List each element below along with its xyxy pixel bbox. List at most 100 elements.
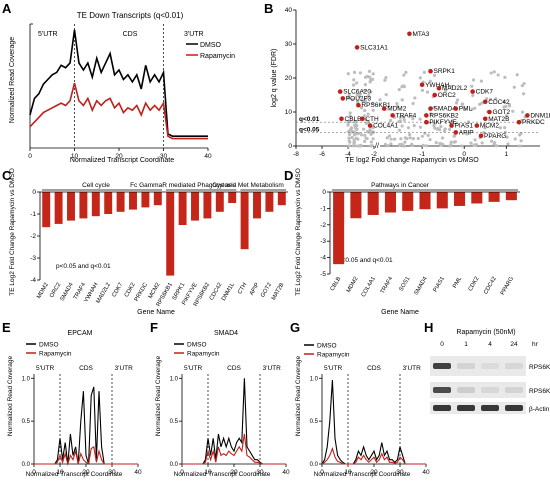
background-point xyxy=(355,81,359,85)
background-point xyxy=(362,127,366,131)
highlight-point xyxy=(428,68,433,74)
background-point xyxy=(411,101,415,106)
background-point xyxy=(473,138,477,142)
background-point xyxy=(367,69,372,73)
background-point xyxy=(511,109,515,113)
panel-g-ylabel: Normalized Read Coverage xyxy=(295,356,302,437)
x-tick-label: 40 xyxy=(422,469,430,476)
background-point xyxy=(496,73,500,77)
y-tick-label: -3 xyxy=(320,238,326,245)
background-point xyxy=(428,137,432,142)
background-point xyxy=(348,111,352,115)
bar xyxy=(350,192,362,219)
gene-label: ORC2 xyxy=(438,92,456,99)
panel-f-plot: 0 10 20 30 40 0.0 0.5 1.0 5'UTR CDS 3'UTR DMSO Rapam… xyxy=(170,342,290,477)
background-point xyxy=(426,133,430,137)
highlight-point xyxy=(340,96,346,101)
bar xyxy=(471,192,483,204)
background-point xyxy=(355,131,360,136)
blot-row-label: RPS6KB2 xyxy=(529,388,550,395)
background-point xyxy=(438,128,442,132)
highlight-point xyxy=(436,85,442,91)
background-point xyxy=(348,114,352,118)
background-point xyxy=(443,88,448,93)
legend-rapamycin: Rapamycin xyxy=(317,352,350,359)
y-tick-label: 0 xyxy=(322,189,326,196)
panel-c-ylabel: TE Log2 Fold Change Rapamycin vs DMSO xyxy=(9,168,16,296)
highlight-point xyxy=(339,116,344,122)
highlight-point xyxy=(381,106,387,111)
y-tick-label: 1.0 xyxy=(22,376,31,382)
background-point xyxy=(371,101,375,105)
panel-d-group: Pathways in Cancer xyxy=(371,182,430,189)
bar xyxy=(54,192,63,224)
background-point xyxy=(519,139,523,143)
panel-g-xlabel: Normalized Transcript Coordinate xyxy=(314,471,411,478)
background-point xyxy=(411,117,415,121)
background-point xyxy=(369,90,373,94)
highlight-point xyxy=(478,133,484,139)
gene-label: PML xyxy=(459,106,473,113)
y-tick-label: -4 xyxy=(30,277,36,284)
background-point xyxy=(506,142,510,146)
background-point xyxy=(387,134,392,138)
background-point xyxy=(503,75,507,79)
background-point xyxy=(397,120,401,124)
background-point xyxy=(347,139,351,143)
highlight-point xyxy=(424,113,429,118)
category-label: DNM1L xyxy=(221,281,236,302)
y-tick-label: 10 xyxy=(285,109,293,116)
category-label: SMAD4 xyxy=(414,275,430,296)
highlight-point xyxy=(453,130,459,135)
background-point xyxy=(357,94,361,99)
series-line-dmso xyxy=(29,29,208,137)
background-point xyxy=(470,84,474,88)
x-tick-label: 0 xyxy=(28,153,32,160)
background-point xyxy=(347,96,351,100)
x-tick-label: 20 xyxy=(370,469,378,476)
panel-b-ylabel: log2 q value (FDR) xyxy=(271,49,278,108)
gene-label: GOT2 xyxy=(492,109,510,116)
background-point xyxy=(428,79,432,83)
background-point xyxy=(422,70,426,75)
background-point xyxy=(471,93,475,98)
bar xyxy=(116,192,125,212)
background-point xyxy=(518,144,522,148)
background-point xyxy=(448,144,452,148)
gene-label: DNM1L xyxy=(530,112,550,119)
category-label: PML xyxy=(452,275,464,289)
y-tick-label: 40 xyxy=(285,7,293,14)
background-point xyxy=(470,107,474,111)
panel-h-treatment: Rapamycin (50nM) xyxy=(456,329,515,336)
band xyxy=(457,363,475,369)
region-label-cds: CDS xyxy=(79,365,93,372)
background-point xyxy=(393,137,397,141)
y-tick-label: 0.5 xyxy=(170,419,179,425)
background-point xyxy=(402,85,406,89)
highlight-point xyxy=(453,106,459,111)
background-point xyxy=(389,142,393,146)
y-tick-label: 20 xyxy=(285,75,293,82)
panel-c-group-fc-gammar: Fc GammaR mediated Phagocytosis xyxy=(130,182,237,189)
background-point xyxy=(368,128,372,132)
background-point xyxy=(347,136,351,140)
background-point xyxy=(460,102,464,106)
bar xyxy=(253,192,261,219)
category-label: CTH xyxy=(237,282,248,295)
background-point xyxy=(492,142,496,146)
background-point xyxy=(494,144,499,148)
x-tick-label: 10 xyxy=(56,469,64,476)
panel-c-group-cell-cycle: Cell cycle xyxy=(82,182,110,189)
band xyxy=(481,405,499,411)
series-line-dmso xyxy=(34,386,138,465)
background-point xyxy=(522,81,526,86)
background-point xyxy=(503,126,507,130)
panel-h-letter: H xyxy=(424,320,433,335)
bar xyxy=(42,192,51,228)
gene-label: CDC42 xyxy=(488,99,510,106)
background-point xyxy=(435,127,439,131)
y-tick-label: 0.0 xyxy=(170,462,179,468)
background-point xyxy=(347,132,352,137)
panel-e: E EPCAM Normalized Read Coverage Normali… xyxy=(2,320,142,478)
region-label-5utr: 5'UTR xyxy=(184,365,203,372)
